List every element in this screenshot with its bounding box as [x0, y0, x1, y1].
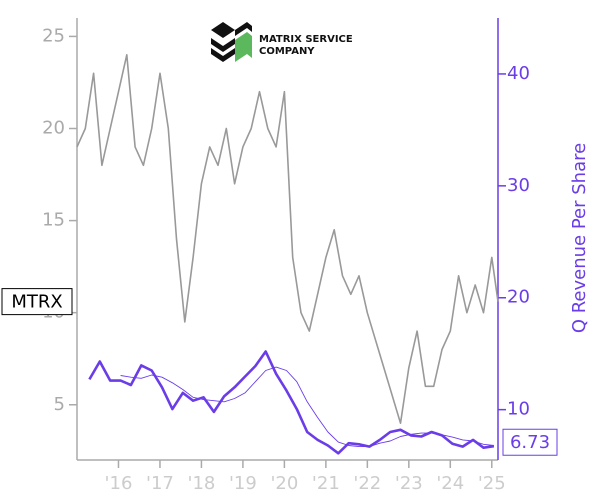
ticker-box: [1, 288, 73, 316]
series-line: [76, 54, 499, 424]
ticker-label: MTRX: [11, 292, 62, 313]
x-tick-label: '23: [395, 473, 423, 494]
y-tick-label: 20: [42, 118, 65, 139]
series-line: [88, 350, 495, 455]
y2-tick-label: 10: [507, 399, 530, 420]
y2-axis-label: Q Revenue Per Share: [569, 143, 590, 333]
x-tick-label: '19: [229, 473, 257, 494]
x-tick-label: '16: [105, 473, 133, 494]
y-tick-label: 15: [42, 210, 65, 231]
series-line: [120, 366, 494, 448]
y-tick-label: 5: [54, 394, 65, 415]
y2-tick-label: 30: [507, 175, 530, 196]
y2-tick-label: 20: [507, 287, 530, 308]
value-label: 6.73: [510, 432, 550, 453]
x-tick-label: '20: [270, 473, 298, 494]
y-tick-label: 25: [42, 25, 65, 46]
x-tick-label: '24: [436, 473, 464, 494]
y2-tick-label: 40: [507, 63, 530, 84]
value-label-box: [502, 428, 558, 456]
x-tick-label: '21: [312, 473, 340, 494]
x-tick-label: '18: [188, 473, 216, 494]
x-tick-label: '17: [146, 473, 174, 494]
logo-text: COMPANY: [259, 46, 315, 57]
logo-text: MATRIX SERVICE: [259, 34, 353, 45]
x-tick-label: '25: [478, 473, 506, 494]
logo-icon: [211, 22, 252, 62]
x-tick-label: '22: [353, 473, 381, 494]
